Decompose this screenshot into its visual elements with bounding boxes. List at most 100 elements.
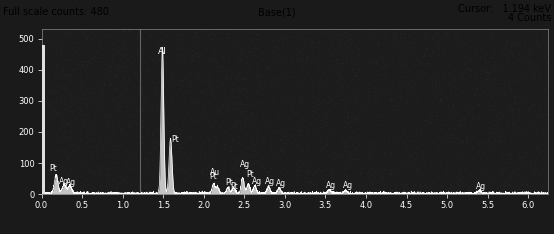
Point xyxy=(94,82,103,86)
Point xyxy=(412,152,421,155)
Point xyxy=(166,80,175,84)
Point xyxy=(329,160,338,164)
Point xyxy=(81,119,90,123)
Point xyxy=(310,128,319,132)
Point xyxy=(391,44,400,47)
Point xyxy=(316,123,325,126)
Point xyxy=(407,153,416,157)
Point xyxy=(506,90,515,94)
Point xyxy=(379,150,388,154)
Point xyxy=(324,46,332,50)
Point xyxy=(340,36,349,40)
Point xyxy=(104,168,112,172)
Point xyxy=(288,106,296,110)
Point xyxy=(59,161,68,164)
Point xyxy=(379,167,388,171)
Point xyxy=(134,108,143,112)
Point xyxy=(118,52,127,56)
Point xyxy=(216,83,225,87)
Point xyxy=(67,94,76,98)
Point xyxy=(419,182,428,186)
Point xyxy=(70,149,79,153)
Point xyxy=(434,95,443,99)
Point xyxy=(38,149,47,152)
Point xyxy=(483,78,491,81)
Point xyxy=(72,115,81,118)
Point xyxy=(352,100,361,104)
Point xyxy=(285,135,294,139)
Point xyxy=(130,73,139,77)
Point xyxy=(424,48,433,51)
Point xyxy=(364,110,373,114)
Point xyxy=(195,55,204,59)
Point xyxy=(197,126,206,130)
Point xyxy=(506,104,515,108)
Point xyxy=(489,69,498,73)
Point xyxy=(165,177,173,181)
Point xyxy=(101,180,110,184)
Point xyxy=(510,114,519,118)
Point xyxy=(83,119,91,123)
Point xyxy=(285,167,294,170)
Point xyxy=(366,106,375,110)
Point xyxy=(408,142,417,146)
Point xyxy=(350,174,359,177)
Point xyxy=(340,54,349,58)
Point xyxy=(360,117,368,121)
Point xyxy=(350,95,358,98)
Point xyxy=(107,123,116,126)
Point xyxy=(358,183,367,186)
Point xyxy=(353,73,362,77)
Point xyxy=(191,120,200,123)
Point xyxy=(170,164,178,167)
Point xyxy=(514,154,522,158)
Point xyxy=(109,57,118,60)
Point xyxy=(156,85,165,89)
Point xyxy=(403,155,412,158)
Point xyxy=(64,103,73,107)
Point xyxy=(42,47,50,50)
Point xyxy=(414,144,423,148)
Point xyxy=(525,172,534,176)
Point xyxy=(433,123,442,127)
Point xyxy=(94,65,103,68)
Point xyxy=(364,87,373,91)
Point xyxy=(306,30,315,34)
Point xyxy=(261,56,270,59)
Point xyxy=(239,152,248,155)
Point xyxy=(336,153,345,157)
Point xyxy=(93,74,101,78)
Point xyxy=(488,55,497,59)
Point xyxy=(414,172,423,176)
Point xyxy=(307,167,316,171)
Point xyxy=(230,106,239,110)
Point xyxy=(192,51,201,55)
Point xyxy=(164,79,173,83)
Point xyxy=(76,186,85,190)
Point xyxy=(427,51,436,55)
Point xyxy=(124,109,132,113)
Point xyxy=(380,72,389,76)
Point xyxy=(505,98,514,102)
Point xyxy=(102,62,111,66)
Point xyxy=(291,175,300,179)
Point xyxy=(430,85,439,89)
Point xyxy=(522,86,531,90)
Point xyxy=(197,120,206,123)
Point xyxy=(193,118,202,121)
Point xyxy=(205,64,214,68)
Point xyxy=(67,98,76,101)
Point xyxy=(105,185,114,189)
Point xyxy=(155,57,163,60)
Point xyxy=(83,79,91,83)
Point xyxy=(542,99,551,103)
Point xyxy=(280,37,289,41)
Point xyxy=(460,49,469,53)
Point xyxy=(206,178,215,181)
Point xyxy=(205,59,214,63)
Point xyxy=(100,36,109,40)
Point xyxy=(135,110,144,113)
Point xyxy=(524,109,532,113)
Point xyxy=(219,68,228,71)
Point xyxy=(274,148,283,151)
